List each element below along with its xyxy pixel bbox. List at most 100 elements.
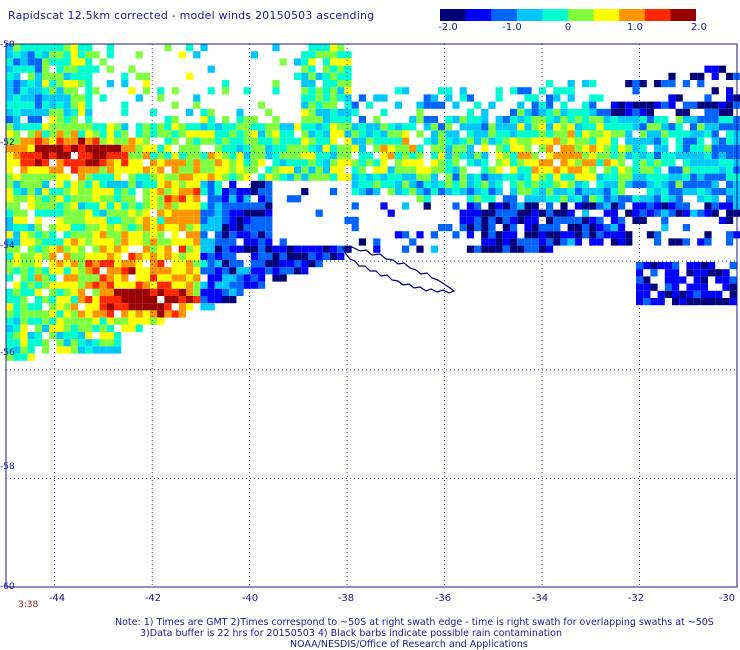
wind-cell [49, 137, 57, 145]
wind-cell [250, 51, 258, 59]
wind-cell [582, 216, 590, 224]
wind-cell [63, 303, 71, 311]
wind-cell [236, 123, 244, 131]
wind-cell [114, 224, 122, 232]
wind-cell [308, 51, 316, 59]
wind-cell [582, 224, 590, 232]
wind-cell [315, 108, 323, 116]
wind-cell [214, 159, 222, 167]
wind-cell [164, 202, 172, 210]
wind-cell [682, 209, 690, 217]
wind-cell [114, 288, 122, 296]
wind-cell [49, 108, 57, 116]
wind-cell [214, 267, 222, 275]
wind-cell [150, 238, 158, 246]
wind-cell [726, 137, 734, 145]
wind-cell [229, 245, 237, 253]
wind-cell [106, 252, 114, 260]
wind-cell [445, 152, 453, 160]
wind-cell [13, 202, 21, 210]
wind-cell [510, 202, 518, 210]
wind-cell [337, 108, 345, 116]
wind-cell [344, 108, 352, 116]
wind-cell [582, 231, 590, 239]
wind-cell [200, 245, 208, 253]
wind-cell [229, 288, 237, 296]
wind-cell [128, 324, 136, 332]
wind-cell [531, 188, 539, 196]
wind-cell [121, 188, 129, 196]
wind-cell [135, 130, 143, 138]
wind-cell [92, 65, 100, 73]
wind-cell [495, 231, 503, 239]
wind-cell [70, 166, 78, 174]
wind-cell [574, 224, 582, 232]
wind-cell [708, 262, 716, 270]
wind-cell [92, 231, 100, 239]
wind-cell [222, 152, 230, 160]
wind-cell [668, 123, 676, 131]
wind-cell [358, 159, 366, 167]
wind-cell [27, 317, 35, 325]
wind-cell [70, 224, 78, 232]
wind-cell [560, 87, 568, 95]
wind-cell [308, 159, 316, 167]
wind-cell [42, 317, 50, 325]
wind-cell [546, 209, 554, 217]
wind-cell [265, 209, 273, 217]
wind-cell [250, 274, 258, 282]
wind-cell [85, 303, 93, 311]
wind-cell [13, 224, 21, 232]
wind-cell [250, 188, 258, 196]
wind-cell [517, 180, 525, 188]
wind-cell [135, 72, 143, 80]
wind-cell [6, 202, 14, 210]
wind-cell [6, 303, 14, 311]
wind-cell [394, 101, 402, 109]
wind-cell [582, 80, 590, 88]
wind-cell [553, 231, 561, 239]
wind-cell [27, 123, 35, 131]
wind-cell [301, 72, 309, 80]
wind-cell [150, 216, 158, 224]
wind-cell [85, 209, 93, 217]
wind-cell [229, 274, 237, 282]
wind-cell [78, 44, 86, 52]
wind-cell [445, 188, 453, 196]
wind-cell [423, 166, 431, 174]
wind-cell [474, 216, 482, 224]
wind-cell [63, 324, 71, 332]
wind-cell [416, 188, 424, 196]
wind-cell [423, 101, 431, 109]
wind-cell [322, 173, 330, 181]
wind-cell [34, 332, 42, 340]
map-frame [5, 43, 738, 588]
wind-cell [315, 245, 323, 253]
wind-cell [20, 51, 28, 59]
wind-cell [438, 224, 446, 232]
wind-cell [229, 296, 237, 304]
wind-cell [574, 152, 582, 160]
wind-cell [27, 245, 35, 253]
wind-cell [135, 51, 143, 59]
wind-cell [625, 173, 633, 181]
wind-cell [560, 152, 568, 160]
wind-cell [668, 72, 676, 80]
wind-cell [596, 94, 604, 102]
wind-cell [20, 180, 28, 188]
wind-cell [729, 298, 737, 306]
wind-cell [56, 137, 64, 145]
wind-cell [546, 231, 554, 239]
wind-cell [186, 216, 194, 224]
wind-cell [474, 209, 482, 217]
wind-cell [63, 152, 71, 160]
wind-cell [690, 209, 698, 217]
wind-cell [157, 231, 165, 239]
wind-cell [164, 173, 172, 181]
wind-cell [668, 202, 676, 210]
wind-cell [20, 58, 28, 66]
wind-cell [715, 276, 723, 284]
wind-cell [6, 353, 14, 361]
wind-cell [63, 231, 71, 239]
wind-cell [63, 238, 71, 246]
